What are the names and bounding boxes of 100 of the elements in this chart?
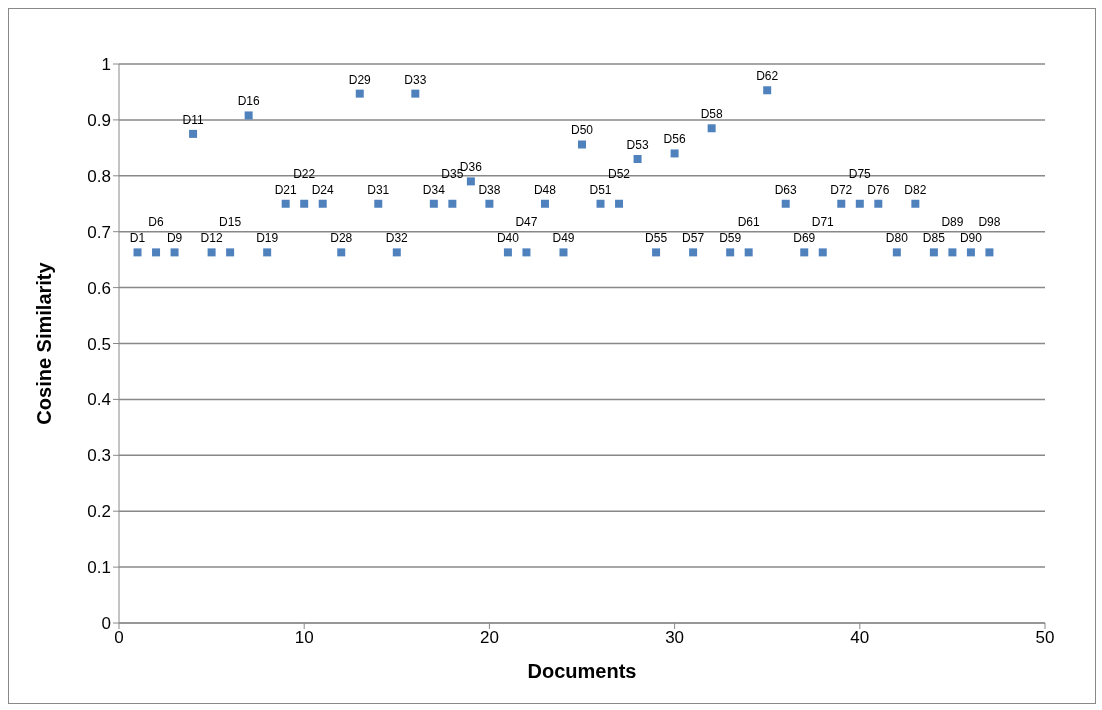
point xyxy=(226,248,235,257)
point xyxy=(818,248,827,257)
point xyxy=(207,248,216,257)
annotation: D63 xyxy=(774,182,798,197)
point xyxy=(966,248,975,257)
point xyxy=(948,248,957,257)
annotation: D29 xyxy=(348,72,372,87)
annotation: D28 xyxy=(330,231,353,246)
y-tick-label: 1 xyxy=(101,55,111,75)
x-tick-label: 50 xyxy=(1035,628,1055,648)
annotation: D47 xyxy=(515,215,538,230)
annotation: D31 xyxy=(367,182,390,197)
annotation: D57 xyxy=(682,231,705,246)
annotation: D98 xyxy=(978,215,1001,230)
point xyxy=(318,199,327,208)
annotation: D52 xyxy=(608,166,631,181)
annotation: D82 xyxy=(904,182,927,197)
point xyxy=(633,155,642,164)
y-tick-label: 0.8 xyxy=(87,166,111,186)
x-tick-label: 40 xyxy=(850,628,870,648)
x-tick-label: 0 xyxy=(114,628,124,648)
annotation: D19 xyxy=(256,231,279,246)
point xyxy=(503,248,512,257)
annotation: D34 xyxy=(422,182,446,197)
point xyxy=(800,248,809,257)
y-axis-title: Cosine Similarity xyxy=(33,261,56,425)
annotation: D55 xyxy=(645,231,668,246)
point xyxy=(448,199,457,208)
point xyxy=(374,199,383,208)
point xyxy=(170,248,179,257)
point xyxy=(689,248,698,257)
point xyxy=(874,199,883,208)
annotation: D9 xyxy=(166,231,183,246)
annotation: D69 xyxy=(793,231,816,246)
point xyxy=(744,248,753,257)
x-tick-label: 30 xyxy=(665,628,685,648)
annotation: D49 xyxy=(552,231,575,246)
point xyxy=(929,248,938,257)
point xyxy=(466,177,475,186)
point xyxy=(911,199,920,208)
annotation: D33 xyxy=(404,72,427,87)
point xyxy=(596,199,605,208)
annotation: D15 xyxy=(219,215,242,230)
annotation: D48 xyxy=(533,182,557,197)
annotation: D50 xyxy=(570,123,594,138)
y-tick-label: 0.6 xyxy=(87,278,111,298)
annotation: D61 xyxy=(737,215,761,230)
point xyxy=(133,248,142,257)
point xyxy=(985,248,994,257)
annotation: D62 xyxy=(756,69,779,84)
annotation: D16 xyxy=(237,94,260,109)
annotation: D11 xyxy=(182,112,204,127)
y-tick-label: 0.3 xyxy=(87,446,111,466)
point xyxy=(837,199,846,208)
y-tick-label: 0.1 xyxy=(87,558,111,578)
x-tick-label: 10 xyxy=(294,628,314,648)
annotation: D12 xyxy=(200,231,223,246)
annotation: D24 xyxy=(311,182,335,197)
point xyxy=(540,199,549,208)
point xyxy=(411,89,420,98)
point xyxy=(189,129,198,138)
point xyxy=(244,111,253,120)
x-tick-label: 20 xyxy=(479,628,499,648)
annotation: D6 xyxy=(148,215,165,230)
point xyxy=(763,86,772,95)
point xyxy=(522,248,531,257)
point xyxy=(670,149,679,158)
point xyxy=(281,199,290,208)
annotation: D22 xyxy=(293,166,316,181)
annotation: D51 xyxy=(589,182,612,197)
point xyxy=(855,199,864,208)
annotation: D90 xyxy=(959,231,983,246)
y-tick-label: 0.9 xyxy=(87,110,111,130)
y-tick-label: 0.4 xyxy=(87,390,111,410)
annotation: D89 xyxy=(941,215,964,230)
point xyxy=(781,199,790,208)
annotation: D58 xyxy=(700,107,723,122)
point xyxy=(355,89,364,98)
annotation: D56 xyxy=(663,132,686,147)
annotation: D38 xyxy=(478,182,501,197)
point xyxy=(892,248,901,257)
y-tick-label: 0.2 xyxy=(87,502,111,522)
annotation: D80 xyxy=(885,231,909,246)
annotation: D21 xyxy=(274,182,298,197)
y-tick-label: 0.5 xyxy=(87,334,111,354)
point xyxy=(578,140,586,149)
annotation: D32 xyxy=(385,231,409,246)
point xyxy=(337,248,346,257)
point xyxy=(429,199,438,208)
annotation: D71 xyxy=(811,215,835,230)
point xyxy=(300,199,309,208)
annotation: D1 xyxy=(129,231,146,246)
annotation: D53 xyxy=(626,138,649,153)
annotation: D85 xyxy=(922,231,946,246)
annotation: D76 xyxy=(867,182,890,197)
point xyxy=(615,199,624,208)
annotation: D75 xyxy=(848,166,872,181)
point xyxy=(559,248,568,257)
annotation: D40 xyxy=(496,231,520,246)
y-tick-label: 0.7 xyxy=(87,222,111,242)
